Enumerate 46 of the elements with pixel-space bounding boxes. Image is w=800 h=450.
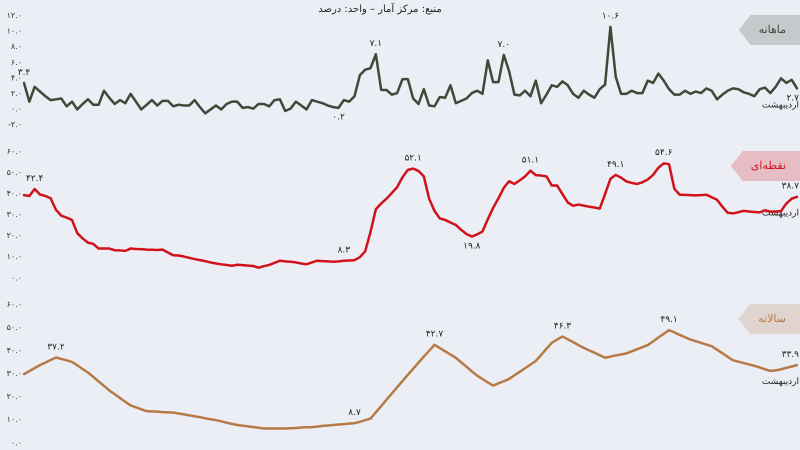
- data-label: ۵۴.۶: [655, 148, 673, 158]
- data-label: ۴۹.۱: [660, 314, 678, 325]
- data-label: ۴۲.۴: [26, 174, 44, 184]
- data-label: ۰.۲: [332, 112, 345, 123]
- y-tick-label: ۱۲.۰: [6, 11, 22, 20]
- data-label: ۵۱.۱: [522, 156, 540, 166]
- data-label: ۴۹.۱: [607, 160, 624, 170]
- y-tick-label: ۲۰.۰: [6, 231, 22, 240]
- data-label: ۸.۷: [348, 408, 361, 418]
- y-tick-label: ۲.۰: [10, 88, 22, 98]
- y-tick-label: ۲۰.۰: [6, 392, 22, 402]
- text: منبع: مرکز آمار – واحد: درصد: [318, 2, 442, 15]
- data-label: ۳۷.۲: [47, 342, 65, 352]
- y-tick-label: ۳۰.۰: [6, 369, 22, 378]
- data-label: ۱۹.۸: [463, 241, 481, 252]
- y-tick-label: ۴۰.۰: [6, 346, 22, 356]
- data-label: ۵۲.۱: [404, 153, 422, 164]
- y-tick-label: ۱۰.۰: [6, 415, 22, 424]
- text: ماهانه: [758, 22, 786, 36]
- annotation: اردیبهشت: [762, 376, 799, 387]
- y-tick-label: ۵۰.۰: [6, 323, 22, 332]
- data-label: ۸.۳: [338, 246, 350, 256]
- y-tick-label: ۶.۰: [10, 58, 22, 67]
- y-tick-label: ۶۰.۰: [6, 300, 22, 310]
- y-tick-label: -۲.۰: [8, 120, 22, 130]
- y-tick-label: ۸.۰: [10, 42, 22, 52]
- y-tick-label: ۴۰.۰: [6, 189, 22, 198]
- data-label: ۱۰.۶: [602, 12, 620, 22]
- data-label: ۴۲.۷: [426, 330, 444, 340]
- text: نقطه‌ای: [750, 158, 786, 172]
- y-tick-label: ۵۰.۰: [6, 168, 22, 178]
- y-tick-label: ۱۰.۰: [6, 26, 22, 36]
- y-tick-label: ۶۰.۰: [6, 147, 22, 156]
- data-label: ۳۳.۹: [782, 350, 800, 360]
- annotation: اردیبهشت: [762, 208, 799, 219]
- text: سالانه: [758, 312, 786, 325]
- data-label: ۷.۰: [498, 40, 510, 50]
- y-tick-label: ۴.۰: [10, 73, 22, 82]
- data-label: ۷.۱: [370, 38, 382, 49]
- y-tick-label: ۰.۰: [10, 104, 22, 114]
- data-label: ۳۸.۷: [782, 182, 800, 192]
- y-tick-label: ۰.۰: [10, 273, 22, 282]
- y-tick-label: ۱۰.۰: [6, 252, 22, 262]
- y-tick-label: ۳۰.۰: [6, 210, 22, 220]
- data-label: ۴۶.۳: [554, 321, 572, 332]
- y-tick-label: ۰.۰: [10, 438, 22, 448]
